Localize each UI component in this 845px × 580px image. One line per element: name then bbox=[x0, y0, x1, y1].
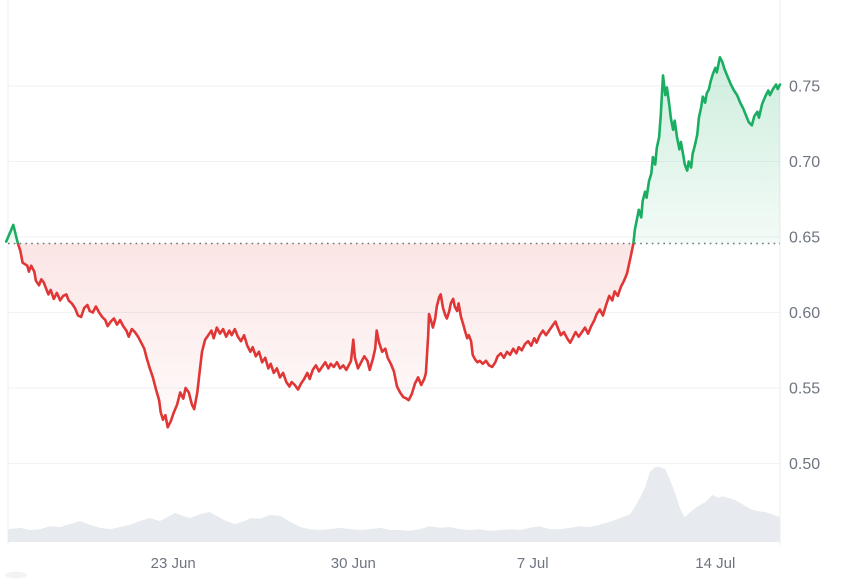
x-axis-label: 14 Jul bbox=[695, 555, 735, 572]
price-area-down bbox=[6, 243, 780, 428]
y-axis-label: 0.65 bbox=[789, 230, 820, 247]
price-area-up bbox=[6, 57, 780, 244]
y-axis-label: 0.75 bbox=[789, 79, 820, 96]
y-axis-label: 0.55 bbox=[789, 381, 820, 398]
x-axis-label: 23 Jun bbox=[151, 555, 196, 572]
watermark-fragment bbox=[5, 571, 27, 579]
volume-area bbox=[7, 467, 781, 542]
price-line-down bbox=[16, 243, 635, 429]
x-axis-label: 30 Jun bbox=[331, 555, 376, 572]
y-axis-label: 0.50 bbox=[789, 456, 820, 473]
y-axis-label: 0.70 bbox=[789, 154, 820, 171]
x-axis-label: 7 Jul bbox=[517, 555, 549, 572]
y-axis-label: 0.60 bbox=[789, 305, 820, 322]
price-line-up bbox=[4, 56, 782, 244]
